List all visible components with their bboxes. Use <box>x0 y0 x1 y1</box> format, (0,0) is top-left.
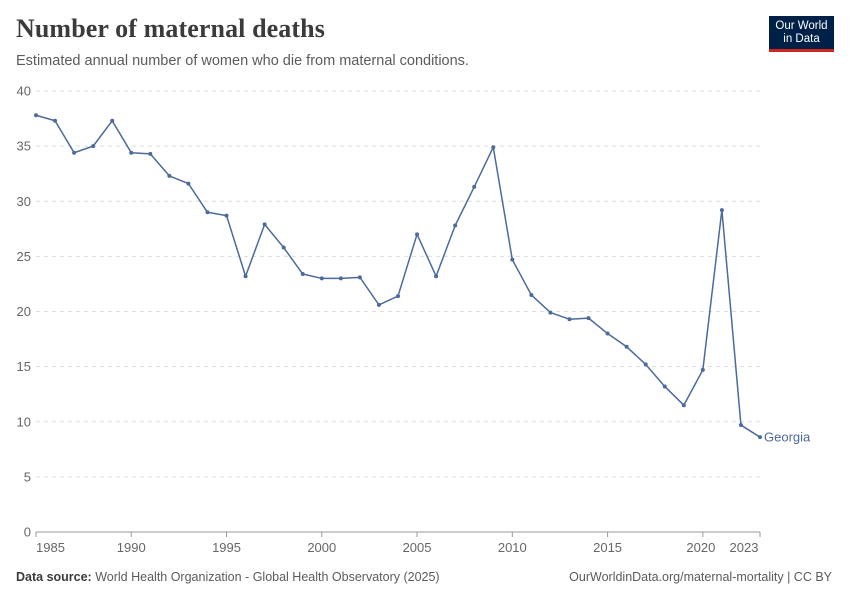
axes: 0 5 10 15 20 25 30 35 40 1985 1990 1995 2000 2005 2010… <box>17 84 761 555</box>
data-point[interactable] <box>491 145 496 150</box>
data-point[interactable] <box>91 144 96 149</box>
data-point[interactable] <box>357 275 362 280</box>
data-source: Data source: World Health Organization -… <box>16 570 440 584</box>
data-source-label: Data source: <box>16 570 92 584</box>
data-point[interactable] <box>148 151 153 156</box>
data-point[interactable] <box>719 208 724 213</box>
data-point[interactable] <box>34 113 38 118</box>
data-point[interactable] <box>681 403 686 408</box>
y-tick-label: 20 <box>17 304 31 319</box>
data-point[interactable] <box>300 272 305 277</box>
x-tick-label: 2023 <box>730 540 759 555</box>
y-tick-label: 10 <box>17 414 31 429</box>
data-point[interactable] <box>53 118 58 123</box>
logo-line-1: Our World <box>775 20 828 32</box>
y-tick-label: 0 <box>24 525 31 540</box>
data-point[interactable] <box>453 223 458 228</box>
source-url[interactable]: OurWorldinData.org/maternal-mortality | … <box>569 570 832 584</box>
data-point[interactable] <box>510 257 515 262</box>
data-point[interactable] <box>624 344 629 349</box>
data-point[interactable] <box>205 210 210 215</box>
data-point[interactable] <box>396 294 400 299</box>
data-point[interactable] <box>338 276 343 281</box>
data-point[interactable] <box>605 331 610 336</box>
data-point[interactable] <box>662 384 667 389</box>
grid-lines <box>36 90 760 478</box>
data-point[interactable] <box>586 316 591 321</box>
x-tick-label: 1995 <box>212 540 241 555</box>
y-tick-label: 15 <box>17 359 31 374</box>
x-tick-label: 2005 <box>403 540 432 555</box>
y-tick-label: 25 <box>17 249 31 264</box>
y-tick-label: 30 <box>17 194 31 209</box>
x-tick-label: 1990 <box>117 540 146 555</box>
data-point[interactable] <box>434 274 439 279</box>
data-point[interactable] <box>72 150 77 155</box>
data-point[interactable] <box>281 245 286 250</box>
data-point[interactable] <box>243 274 248 279</box>
x-tick-label: 2015 <box>593 540 622 555</box>
data-point[interactable] <box>129 150 134 155</box>
data-source-text: World Health Organization - Global Healt… <box>95 570 440 584</box>
x-tick-label: 2010 <box>498 540 527 555</box>
data-point[interactable] <box>319 276 324 281</box>
y-tick-label: 35 <box>17 139 31 154</box>
x-tick-label: 2020 <box>686 540 715 555</box>
data-point[interactable] <box>110 118 115 123</box>
data-point[interactable] <box>415 232 420 237</box>
chart-title: Number of maternal deaths <box>16 14 325 43</box>
data-point[interactable] <box>738 423 743 428</box>
data-point[interactable] <box>700 367 705 372</box>
logo-line-2: in Data <box>783 33 820 45</box>
data-point[interactable] <box>643 362 648 367</box>
data-point[interactable] <box>167 173 172 178</box>
x-tick-label: 2000 <box>307 540 336 555</box>
data-point[interactable] <box>758 435 762 440</box>
x-tick-label: 1985 <box>36 540 65 555</box>
data-point[interactable] <box>548 310 553 315</box>
y-tick-label: 5 <box>24 469 31 484</box>
data-point[interactable] <box>186 181 191 186</box>
y-tick-label: 40 <box>17 84 31 99</box>
data-point[interactable] <box>529 292 534 297</box>
data-point[interactable] <box>262 222 267 227</box>
data-point[interactable] <box>567 317 572 322</box>
owid-logo[interactable]: Our World in Data <box>769 16 834 52</box>
data-point[interactable] <box>472 184 477 189</box>
data-point[interactable] <box>376 302 381 307</box>
data-point[interactable] <box>224 213 229 218</box>
series-label-georgia: Georgia <box>764 430 811 445</box>
series-line-georgia[interactable] <box>35 114 761 438</box>
series-georgia: Georgia <box>34 113 811 445</box>
chart-subtitle: Estimated annual number of women who die… <box>16 53 469 69</box>
